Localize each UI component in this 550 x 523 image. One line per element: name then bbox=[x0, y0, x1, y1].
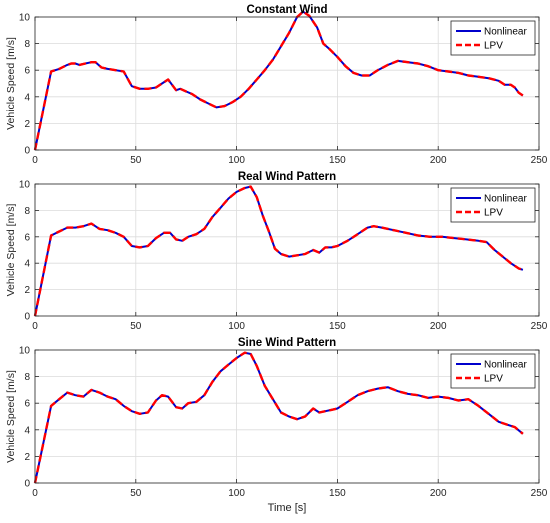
y-tick-label: 0 bbox=[24, 146, 30, 157]
y-tick-label: 2 bbox=[24, 452, 30, 463]
x-tick-label: 150 bbox=[329, 321, 346, 332]
series-line-lpv bbox=[33, 185, 524, 317]
y-tick-label: 6 bbox=[24, 66, 30, 77]
legend-label-nonlinear: Nonlinear bbox=[484, 194, 527, 205]
legend: Nonlinear LPV bbox=[450, 187, 536, 223]
x-tick-label: 150 bbox=[329, 488, 346, 499]
legend-label-lpv: LPV bbox=[484, 208, 503, 219]
chart-panel-3: 0 50 100 150 200 250 0 2 4 6 8 10 Sine Wind Pattern V… bbox=[5, 337, 548, 514]
y-axis-label: Vehicle Speed [m/s] bbox=[5, 370, 17, 463]
x-tick-label: 200 bbox=[430, 488, 447, 499]
y-tick-label: 4 bbox=[24, 259, 30, 270]
legend-box bbox=[450, 353, 536, 389]
legend-box bbox=[450, 20, 536, 56]
legend-label-nonlinear: Nonlinear bbox=[484, 27, 527, 38]
axes-frame bbox=[34, 349, 540, 484]
x-axis-label: Time [s] bbox=[268, 502, 307, 514]
x-tick-label: 0 bbox=[32, 321, 38, 332]
y-tick-label: 10 bbox=[19, 180, 31, 191]
axes-frame bbox=[34, 183, 540, 317]
x-tick-label: 50 bbox=[130, 321, 142, 332]
legend-box bbox=[450, 187, 536, 223]
legend: Nonlinear LPV bbox=[450, 353, 536, 389]
legend-label-nonlinear: Nonlinear bbox=[484, 360, 527, 371]
y-tick-label: 6 bbox=[24, 232, 30, 243]
x-tick-label: 50 bbox=[130, 155, 142, 166]
y-tick-label: 4 bbox=[24, 92, 30, 103]
x-tick-label: 100 bbox=[228, 321, 245, 332]
x-tick-label: 250 bbox=[531, 321, 548, 332]
y-tick-label: 6 bbox=[24, 399, 30, 410]
chart-panel-2: 0 50 100 150 200 250 0 2 4 6 8 10 Real Wind Pattern V… bbox=[5, 171, 548, 332]
x-tick-label: 250 bbox=[531, 155, 548, 166]
x-tick-label: 200 bbox=[430, 155, 447, 166]
x-tick-label: 100 bbox=[228, 155, 245, 166]
y-tick-label: 2 bbox=[24, 119, 30, 130]
y-tick-label: 0 bbox=[24, 312, 30, 323]
legend-label-lpv: LPV bbox=[484, 41, 503, 52]
y-tick-label: 8 bbox=[24, 39, 30, 50]
series-line-lpv bbox=[33, 351, 524, 484]
x-tick-label: 0 bbox=[32, 155, 38, 166]
chart-panel-1: 0 50 100 150 200 250 0 2 4 6 8 10 Constant Wind Vehic… bbox=[5, 4, 548, 166]
x-tick-label: 0 bbox=[32, 488, 38, 499]
y-tick-label: 8 bbox=[24, 206, 30, 217]
y-tick-label: 10 bbox=[19, 13, 31, 24]
y-tick-label: 10 bbox=[19, 346, 31, 357]
chart-title: Sine Wind Pattern bbox=[238, 337, 336, 349]
y-axis-label: Vehicle Speed [m/s] bbox=[5, 37, 17, 130]
y-axis-label: Vehicle Speed [m/s] bbox=[5, 204, 17, 297]
chart-title: Real Wind Pattern bbox=[238, 171, 336, 183]
y-tick-label: 8 bbox=[24, 372, 30, 383]
y-tick-label: 4 bbox=[24, 425, 30, 436]
legend: Nonlinear LPV bbox=[450, 20, 536, 56]
y-tick-label: 2 bbox=[24, 285, 30, 296]
x-tick-label: 200 bbox=[430, 321, 447, 332]
x-tick-label: 50 bbox=[130, 488, 142, 499]
chart-title: Constant Wind bbox=[246, 4, 327, 16]
axes-frame bbox=[34, 16, 540, 151]
x-tick-label: 100 bbox=[228, 488, 245, 499]
series-line-lpv bbox=[33, 10, 524, 151]
y-tick-label: 0 bbox=[24, 479, 30, 490]
x-tick-label: 250 bbox=[531, 488, 548, 499]
x-tick-label: 150 bbox=[329, 155, 346, 166]
legend-label-lpv: LPV bbox=[484, 374, 503, 385]
